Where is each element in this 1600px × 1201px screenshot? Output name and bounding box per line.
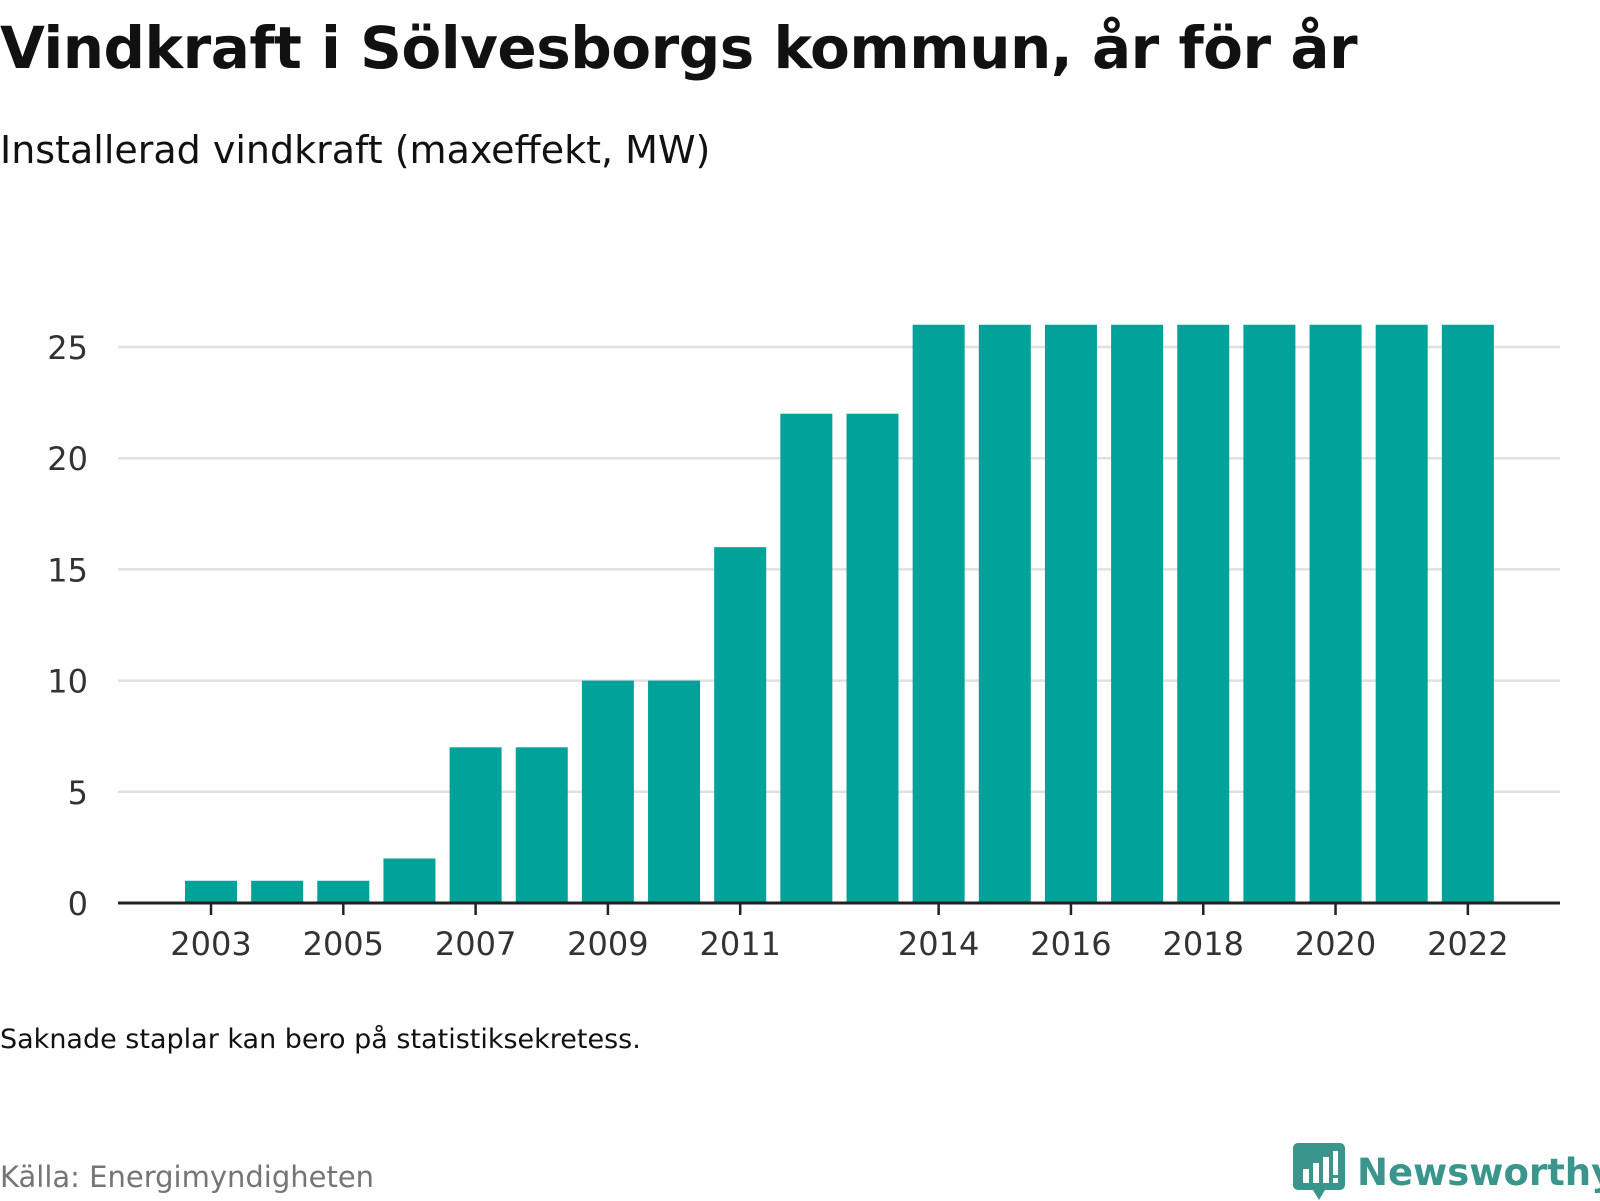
x-tick-label: 2020 xyxy=(1295,925,1376,963)
x-tick-label: 2018 xyxy=(1163,925,1244,963)
bar-2022 xyxy=(1441,324,1494,903)
x-tick-label: 2016 xyxy=(1030,925,1111,963)
x-tick-label: 2014 xyxy=(898,925,979,963)
bar-2017 xyxy=(1111,324,1164,903)
source-credit: Källa: Energimyndigheten xyxy=(0,1160,375,1194)
y-tick-label: 10 xyxy=(47,663,88,701)
newsworthy-logo-icon xyxy=(1293,1143,1345,1200)
x-tick-label: 2005 xyxy=(303,925,384,963)
bar-2008 xyxy=(515,747,568,903)
brand-logo: Newsworthy xyxy=(1293,1143,1600,1201)
bar-2011 xyxy=(714,547,767,903)
bar-2020 xyxy=(1309,324,1362,903)
bar-2004 xyxy=(251,880,304,903)
y-tick-label: 5 xyxy=(68,774,88,812)
bar-2012 xyxy=(780,413,833,903)
bar-2006 xyxy=(383,858,436,903)
brand-name: Newsworthy xyxy=(1357,1150,1600,1194)
x-tick-label: 2003 xyxy=(170,925,251,963)
y-tick-label: 15 xyxy=(47,551,88,589)
x-tick-label: 2009 xyxy=(567,925,648,963)
bar-2013 xyxy=(846,413,899,903)
bar-2018 xyxy=(1177,324,1230,903)
bar-2010 xyxy=(648,680,701,903)
chart-note: Saknade staplar kan bero på statistiksek… xyxy=(0,1024,641,1055)
bar-2016 xyxy=(1044,324,1097,903)
bar-2003 xyxy=(185,880,237,903)
bar-2019 xyxy=(1243,324,1296,903)
chart-title: Vindkraft i Sölvesborgs kommun, år för å… xyxy=(0,14,1358,82)
bar-2021 xyxy=(1375,324,1428,903)
bar-2015 xyxy=(978,324,1031,903)
x-tick-label: 2007 xyxy=(435,925,516,963)
x-tick-label: 2011 xyxy=(699,925,780,963)
bar-chart: 0 5 10 15 20 25 2003 2005 2007 2009 2011 2014 2016 20… xyxy=(47,324,1560,963)
chart-subtitle: Installerad vindkraft (maxeffekt, MW) xyxy=(0,128,711,172)
x-tick-label: 2022 xyxy=(1427,925,1508,963)
bar-2005 xyxy=(317,880,370,903)
bar-2014 xyxy=(912,324,965,903)
bar-2007 xyxy=(449,747,502,903)
y-tick-label: 0 xyxy=(68,885,88,923)
bar-2009 xyxy=(581,680,634,903)
y-tick-label: 25 xyxy=(47,329,88,367)
y-tick-label: 20 xyxy=(47,440,88,478)
